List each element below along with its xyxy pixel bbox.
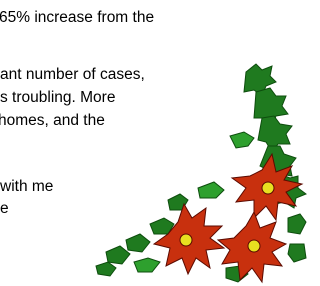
poinsettia-clipart [0,0,307,286]
page: {"document": {"lines": ["65% increase fr… [0,0,307,286]
poinsettia-flowers [154,154,302,282]
